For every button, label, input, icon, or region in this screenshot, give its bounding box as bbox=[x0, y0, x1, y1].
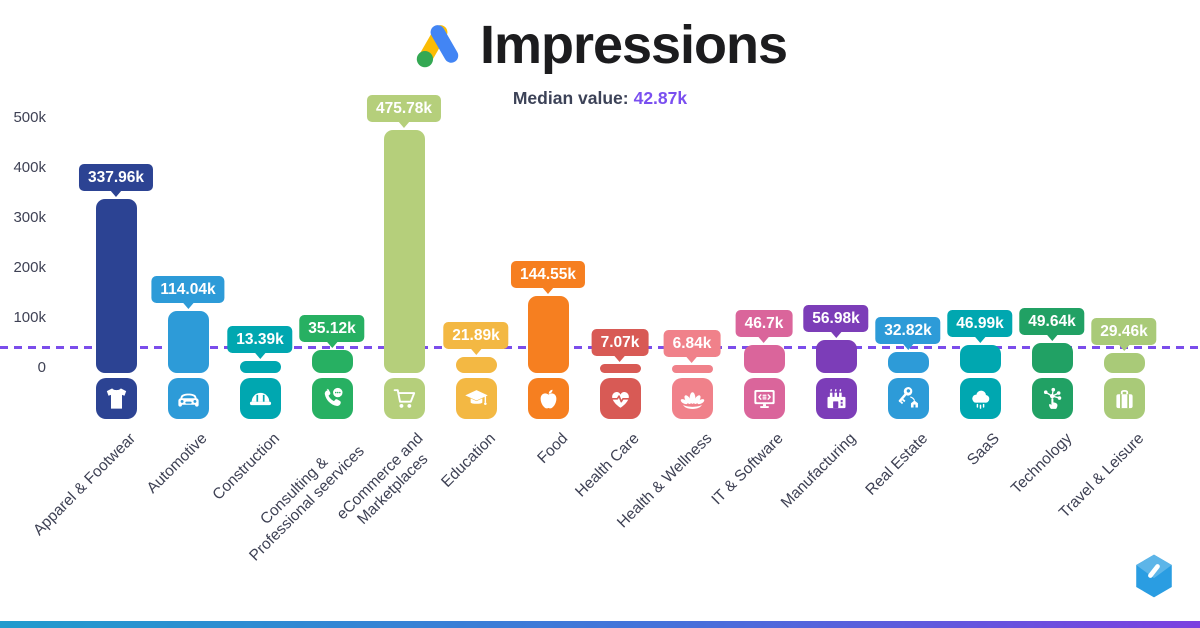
bar-automotive[interactable] bbox=[167, 310, 209, 373]
value-badge-consulting: 35.12k bbox=[299, 315, 365, 349]
google-ads-icon bbox=[416, 25, 459, 68]
hexagon-gauge-icon bbox=[1136, 554, 1172, 598]
icon-tile-health-wellness bbox=[671, 378, 713, 419]
icon-tile-construction bbox=[239, 378, 281, 419]
icon-tile-manufacturing bbox=[815, 378, 857, 419]
key-house-icon bbox=[898, 387, 918, 408]
suitcase-icon bbox=[1115, 389, 1133, 409]
median-label: Median value: bbox=[512, 88, 629, 108]
x-label-it-software: IT & Software bbox=[708, 430, 788, 509]
bar-food[interactable] bbox=[527, 295, 569, 373]
y-tick-300k: 300k bbox=[13, 209, 46, 226]
shopping-cart-icon bbox=[393, 389, 415, 408]
y-tick-400k: 400k bbox=[13, 159, 46, 176]
icon-tile-it-software bbox=[743, 378, 785, 419]
hard-hat-icon bbox=[249, 392, 271, 406]
bar-it-software[interactable] bbox=[743, 344, 785, 373]
bar-construction[interactable] bbox=[239, 361, 281, 373]
cloud-icon bbox=[971, 390, 989, 409]
value-badge-food: 144.55k bbox=[510, 260, 586, 294]
value-badge-saas: 46.99k bbox=[947, 309, 1013, 343]
icon-tile-education bbox=[455, 378, 497, 419]
value-badge-automotive: 114.04k bbox=[151, 275, 225, 309]
icon-tile-technology bbox=[1031, 378, 1073, 419]
heart-pulse-icon bbox=[611, 392, 629, 408]
icon-tile-saas bbox=[959, 378, 1001, 419]
value-badge-health-wellness: 6.84k bbox=[663, 329, 721, 363]
bar-health-wellness[interactable] bbox=[671, 364, 713, 373]
bar-saas[interactable] bbox=[959, 344, 1001, 373]
value-badge-education: 21.89k bbox=[443, 322, 509, 356]
x-label-real-estate: Real Estate bbox=[862, 430, 932, 499]
lotus-icon bbox=[680, 392, 704, 409]
x-label-health-care: Health Care bbox=[572, 430, 644, 501]
value-badge-health-care: 7.07k bbox=[591, 329, 649, 363]
footer-gradient-bar bbox=[0, 621, 1200, 628]
apple-icon bbox=[540, 389, 556, 409]
bar-health-care[interactable] bbox=[599, 364, 641, 373]
x-label-technology: Technology bbox=[1007, 430, 1076, 498]
y-tick-200k: 200k bbox=[13, 259, 46, 276]
factory-icon bbox=[827, 389, 845, 409]
x-label-education: Education bbox=[438, 430, 500, 491]
header: Impressions bbox=[0, 14, 1200, 76]
tshirt-icon bbox=[106, 388, 126, 409]
x-label-automotive: Automotive bbox=[144, 430, 212, 497]
value-badge-apparel-footwear: 337.96k bbox=[78, 164, 154, 198]
x-label-apparel-footwear: Apparel & Footwear bbox=[30, 430, 140, 539]
icon-tile-health-care bbox=[599, 378, 641, 419]
icon-tile-apparel-footwear bbox=[95, 378, 137, 419]
x-label-food: Food bbox=[534, 430, 572, 468]
x-label-saas: SaaS bbox=[964, 430, 1004, 469]
y-tick-0: 0 bbox=[37, 359, 46, 376]
value-badge-real-estate: 32.82k bbox=[875, 316, 941, 350]
value-badge-ecommerce-and: 475.78k bbox=[366, 95, 442, 129]
bar-travel-leisure[interactable] bbox=[1103, 353, 1145, 373]
value-badge-travel-leisure: 29.46k bbox=[1091, 318, 1157, 352]
graduation-cap-icon bbox=[464, 390, 488, 405]
bar-technology[interactable] bbox=[1031, 343, 1073, 373]
car-icon bbox=[177, 393, 199, 407]
bar-real-estate[interactable] bbox=[887, 351, 929, 373]
icon-tile-ecommerce-and bbox=[383, 378, 425, 419]
monitor-code-icon bbox=[753, 389, 775, 408]
icon-tile-automotive bbox=[167, 378, 209, 419]
bar-consulting[interactable] bbox=[311, 350, 353, 373]
median-value: 42.87k bbox=[633, 88, 688, 108]
icon-tile-travel-leisure bbox=[1103, 378, 1145, 419]
value-badge-technology: 49.64k bbox=[1019, 308, 1085, 342]
bar-manufacturing[interactable] bbox=[815, 339, 857, 373]
bar-apparel-footwear[interactable] bbox=[95, 199, 137, 373]
bar-ecommerce-and[interactable] bbox=[383, 130, 425, 373]
phone-chat-icon bbox=[324, 387, 343, 406]
value-badge-manufacturing: 56.98k bbox=[803, 304, 869, 338]
value-badge-it-software: 46.7k bbox=[735, 309, 793, 343]
median-caption: Median value: 42.87k bbox=[0, 88, 1200, 109]
page-title: Impressions bbox=[479, 15, 788, 75]
icon-tile-food bbox=[527, 378, 569, 419]
touch-network-icon bbox=[1043, 387, 1061, 409]
icon-tile-real-estate bbox=[887, 378, 929, 419]
y-tick-500k: 500k bbox=[13, 109, 46, 126]
x-label-manufacturing: Manufacturing bbox=[777, 430, 860, 512]
bar-education[interactable] bbox=[455, 357, 497, 373]
icon-tile-consulting bbox=[311, 378, 353, 419]
x-label-construction: Construction bbox=[209, 430, 284, 504]
y-tick-100k: 100k bbox=[13, 309, 46, 326]
value-badge-construction: 13.39k bbox=[227, 326, 293, 360]
